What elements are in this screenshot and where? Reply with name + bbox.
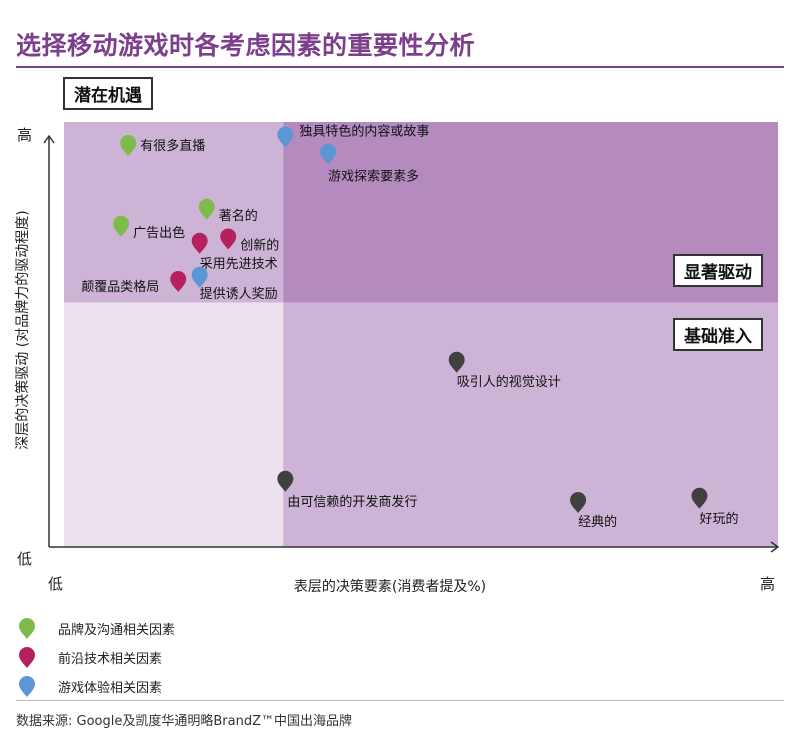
quadrant-bottom-left <box>64 302 284 547</box>
map-pin-icon <box>191 266 208 288</box>
x-axis-label: 表层的决策要素(消费者提及%) <box>293 579 487 595</box>
map-pin-icon <box>220 228 237 250</box>
point-label: 提供诱人奖励 <box>200 286 278 302</box>
title-divider <box>16 66 784 68</box>
y-axis-arrow <box>43 134 55 144</box>
map-pin-icon <box>277 126 294 148</box>
point-label: 游戏探索要素多 <box>328 169 419 185</box>
point-label: 由可信赖的开发商发行 <box>287 494 417 510</box>
quadrant-label-potential: 潜在机遇 <box>63 77 153 110</box>
map-pin-icon <box>19 617 35 639</box>
legend-item-tech: 前沿技术相关因素 <box>18 643 175 672</box>
map-pin-icon <box>170 271 187 292</box>
legend-item-brand: 品牌及沟通相关因素 <box>18 614 175 643</box>
legend-label: 前沿技术相关因素 <box>58 652 163 667</box>
map-pin-icon <box>198 198 215 220</box>
point-label: 独具特色的内容或故事 <box>299 124 429 140</box>
map-pin-icon <box>191 232 208 254</box>
point-label: 好玩的 <box>699 511 738 527</box>
point-label: 有很多直播 <box>140 138 205 154</box>
x-axis-high-label: 高 <box>760 575 776 593</box>
point-label: 采用先进技术 <box>200 257 278 272</box>
point-label: 创新的 <box>240 238 279 254</box>
x-axis-arrow <box>770 541 780 553</box>
point-label: 吸引人的视觉设计 <box>457 374 561 390</box>
legend-label: 游戏体验相关因素 <box>58 681 163 696</box>
map-pin-icon <box>320 143 337 165</box>
map-pin-icon <box>277 470 294 492</box>
map-pin-icon <box>691 487 708 509</box>
legend-label: 品牌及沟通相关因素 <box>58 623 176 638</box>
point-label: 著名的 <box>219 208 258 224</box>
map-pin-icon <box>120 135 137 156</box>
map-pin-icon <box>113 215 130 237</box>
source-note: 数据来源: Google及凯度华通明略BrandZ™中国出海品牌 <box>16 714 352 729</box>
y-axis-high-label: 高 <box>17 126 33 144</box>
y-axis-label: 深层的决策驱动 (对品牌力的驱动程度) <box>15 210 31 450</box>
x-axis-low-label: 低 <box>48 575 64 593</box>
quadrant-label-significant: 显著驱动 <box>673 254 763 287</box>
map-pin-icon <box>19 646 35 668</box>
page-title: 选择移动游戏时各考虑因素的重要性分析 <box>16 31 476 60</box>
point-label: 经典的 <box>578 514 617 530</box>
map-pin-icon <box>570 492 587 513</box>
point-label: 广告出色 <box>133 225 185 241</box>
footer-divider <box>16 700 784 701</box>
map-pin-icon <box>448 351 465 373</box>
point-label: 颠覆品类格局 <box>81 279 159 295</box>
legend: 品牌及沟通相关因素 前沿技术相关因素 游戏体验相关因素 <box>18 614 175 701</box>
map-pin-icon <box>19 675 35 697</box>
legend-item-game: 游戏体验相关因素 <box>18 672 175 701</box>
y-axis-low-label: 低 <box>17 550 33 568</box>
quadrant-label-basic: 基础准入 <box>673 318 763 351</box>
